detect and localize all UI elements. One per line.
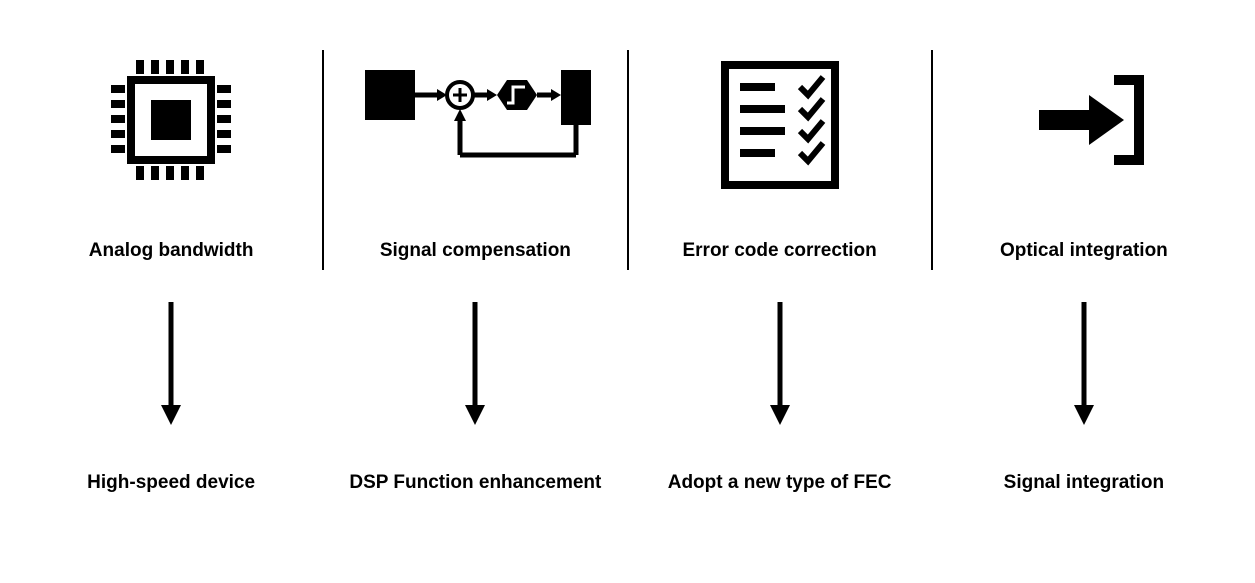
bottom-label: Signal integration — [1004, 472, 1164, 494]
top-label: Optical integration — [1000, 240, 1168, 262]
diagram-container: Analog bandwidth High-speed device — [0, 0, 1255, 583]
column-analog-bandwidth: Analog bandwidth High-speed device — [20, 30, 322, 543]
icon-area — [324, 30, 626, 210]
bottom-label: DSP Function enhancement — [349, 472, 601, 494]
top-label: Signal compensation — [380, 240, 571, 262]
chip-icon — [96, 45, 246, 195]
bottom-label: Adopt a new type of FEC — [668, 472, 892, 494]
column-optical-integration: Optical integration Signal integration — [933, 30, 1235, 543]
down-arrow-icon — [460, 297, 490, 427]
down-arrow-icon — [156, 297, 186, 427]
down-arrow-icon — [1069, 297, 1099, 427]
icon-area — [629, 30, 931, 210]
top-label: Analog bandwidth — [89, 240, 254, 262]
bottom-label: High-speed device — [87, 472, 255, 494]
column-error-correction: Error code correction Adopt a new type o… — [629, 30, 931, 543]
icon-area — [933, 30, 1235, 210]
enter-arrow-icon — [1009, 45, 1159, 195]
feedback-loop-icon — [355, 45, 595, 195]
icon-area — [20, 30, 322, 210]
column-signal-compensation: Signal compensation DSP Function enhance… — [324, 30, 626, 543]
down-arrow-icon — [765, 297, 795, 427]
checklist-icon — [705, 45, 855, 195]
top-label: Error code correction — [682, 240, 876, 262]
